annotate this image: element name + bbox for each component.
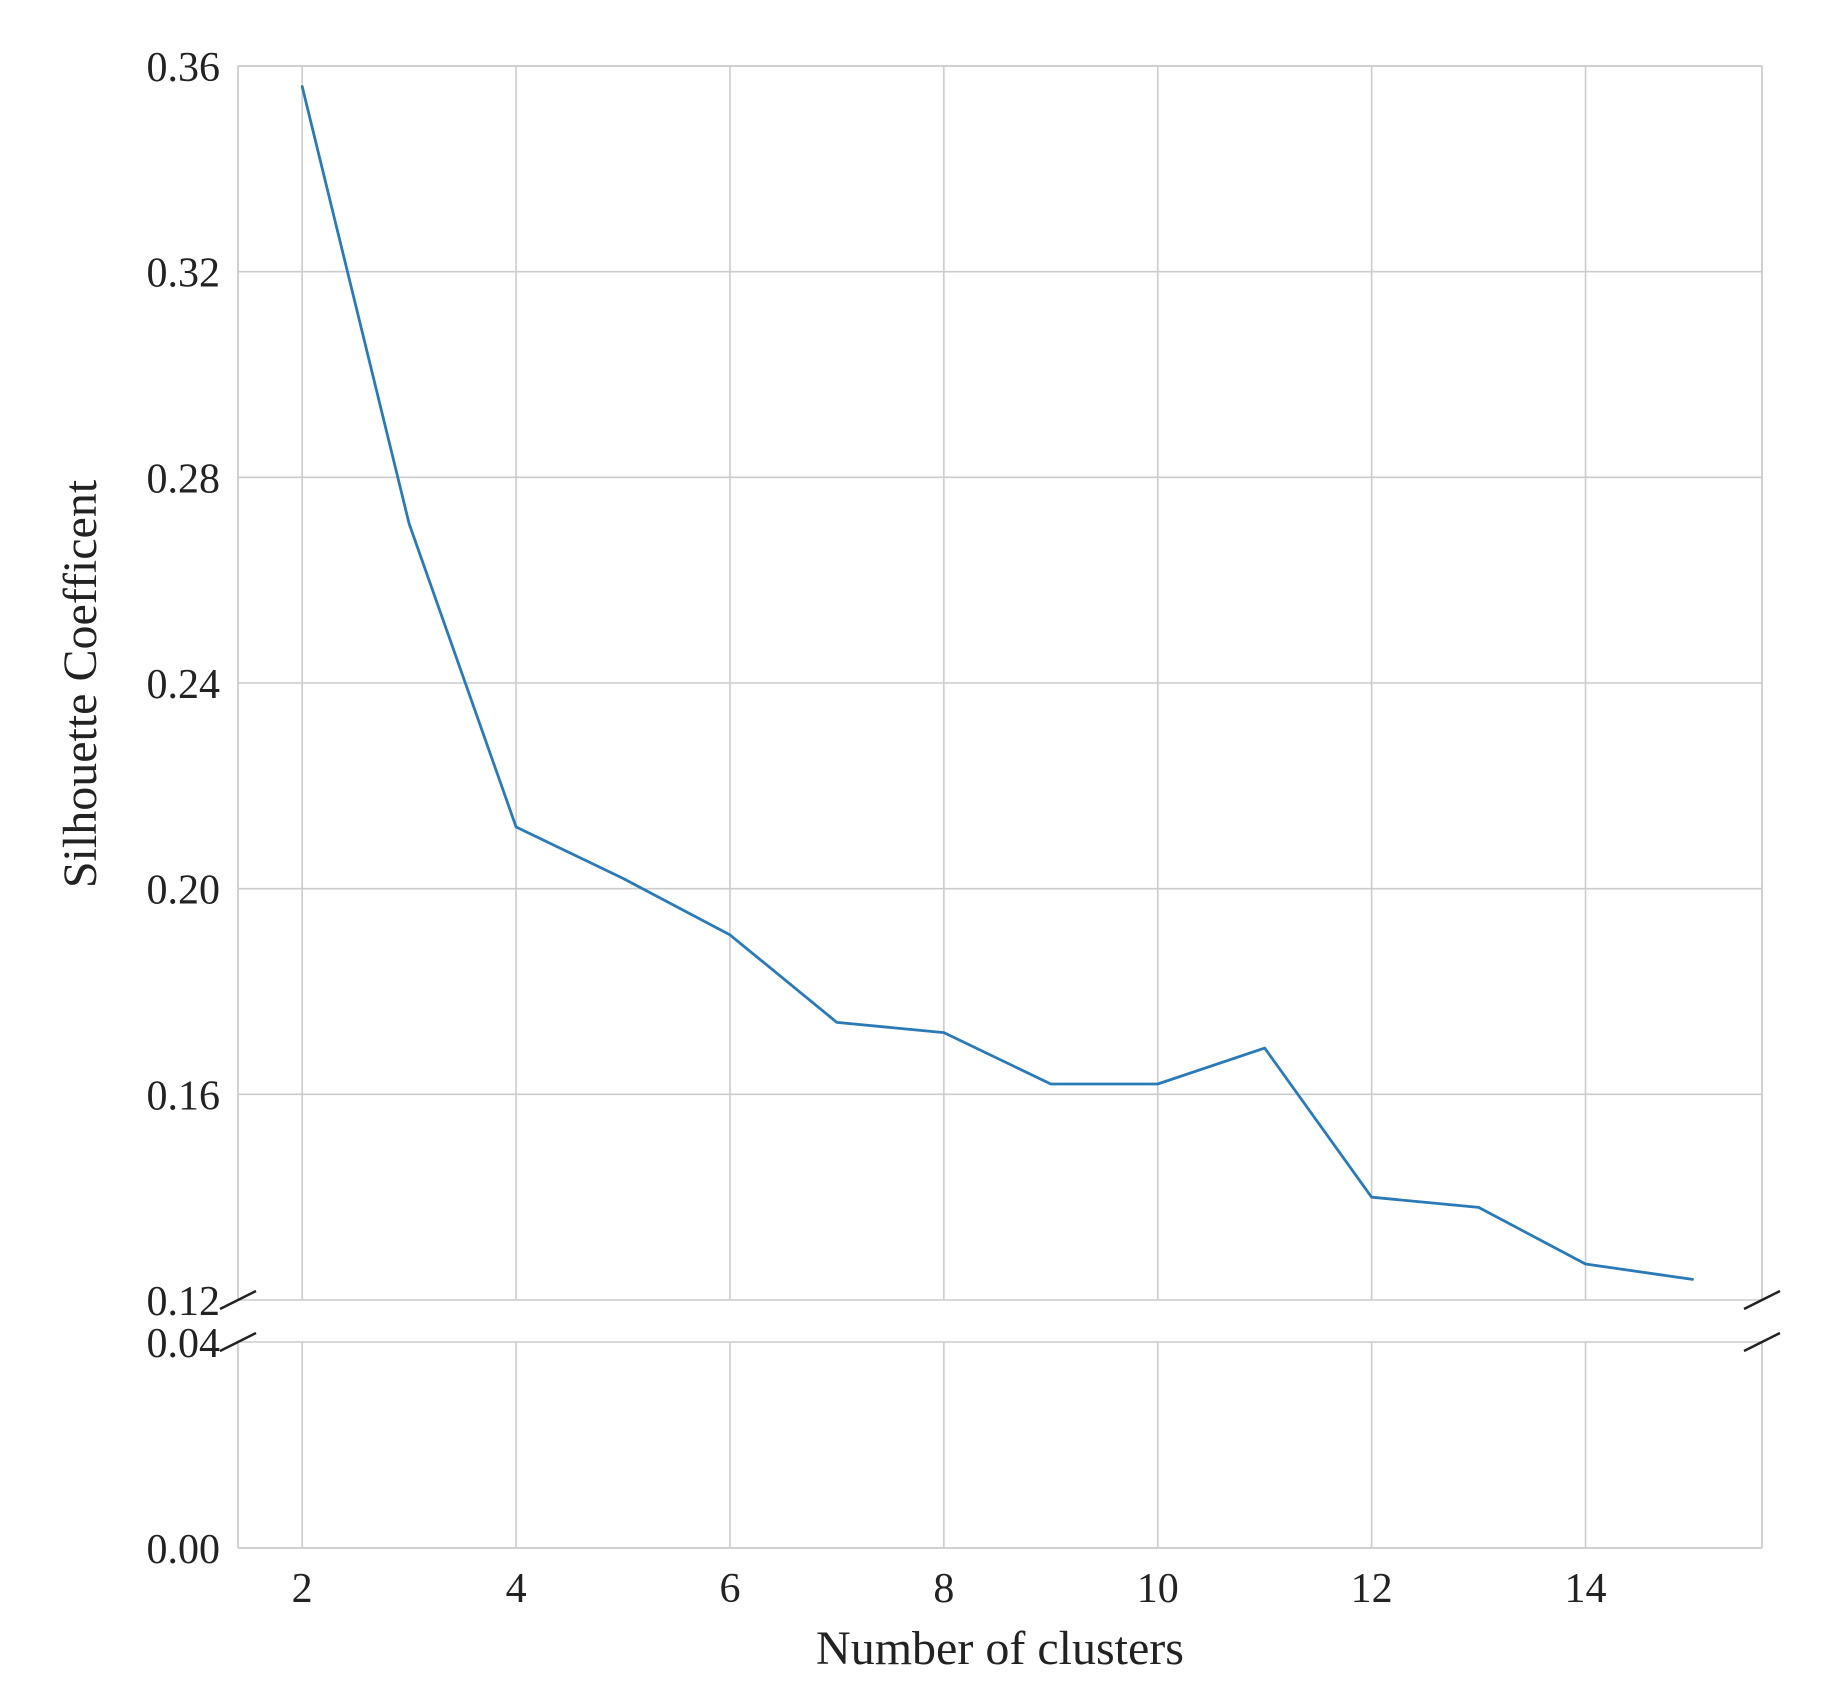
break-mark-4 [1743, 1331, 1781, 1353]
y-axis-title: Silhouette Coefficent [54, 479, 107, 888]
break-mark-3 [219, 1331, 257, 1353]
series-line-1 [300, 85, 1694, 1281]
x-tick-labels: 2 4 6 8 10 12 14 [292, 1566, 1607, 1612]
x-tick-label: 14 [1565, 1566, 1607, 1612]
x-tick-label: 6 [719, 1566, 740, 1612]
data-series [300, 85, 1694, 1281]
upper-panel-grid [238, 65, 1762, 1301]
x-tick-label: 8 [933, 1566, 954, 1612]
y-tick-label: 0.32 [147, 251, 221, 297]
lower-panel-grid [238, 1341, 1762, 1549]
x-tick-label: 2 [292, 1566, 313, 1612]
y-tick-label: 0.20 [147, 868, 221, 914]
y-tick-label: 0.16 [147, 1073, 221, 1119]
axis-break-marks [219, 1289, 1781, 1353]
x-tick-label: 12 [1351, 1566, 1393, 1612]
x-tick-label: 4 [506, 1566, 527, 1612]
x-axis-title: Number of clusters [816, 1622, 1184, 1675]
break-mark-2 [1743, 1289, 1781, 1311]
y-tick-label: 0.12 [147, 1279, 221, 1325]
y-tick-label: 0.00 [147, 1527, 221, 1573]
panel-frames [237, 65, 1763, 1549]
y-tick-label: 0.28 [147, 456, 221, 502]
y-tick-label: 0.36 [147, 45, 221, 91]
y-tick-labels: 0.12 0.16 0.20 0.24 0.28 0.32 0.36 0.00 0.04 [147, 45, 221, 1573]
y-tick-label: 0.04 [147, 1321, 221, 1367]
x-tick-label: 10 [1137, 1566, 1179, 1612]
y-tick-label: 0.24 [147, 662, 221, 708]
break-mark-1 [219, 1289, 257, 1311]
